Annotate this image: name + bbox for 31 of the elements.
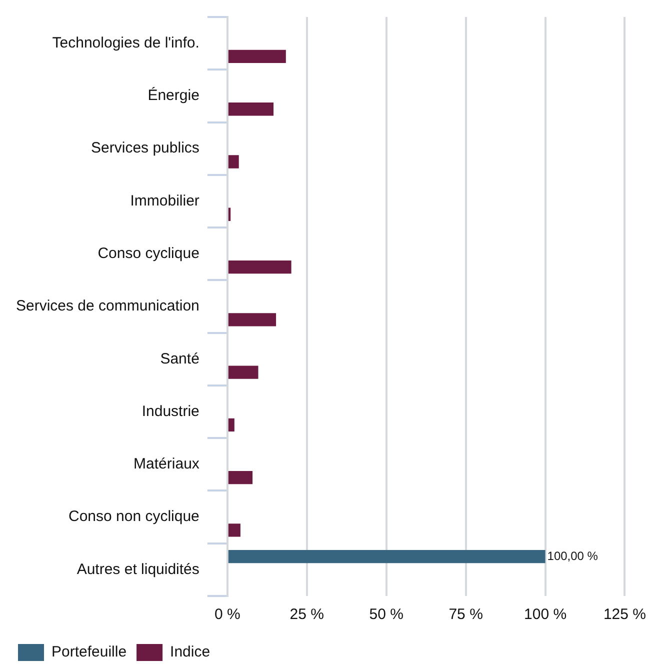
bar: [228, 155, 239, 168]
data-label: 100,00 %: [547, 548, 598, 563]
bar: [228, 366, 258, 379]
x-tick-label: 50 %: [369, 606, 404, 624]
y-tick-label: Autres et liquidités: [76, 560, 200, 578]
x-tick-label: 25 %: [290, 606, 324, 624]
x-tick-label: 125 %: [603, 606, 646, 624]
bar: [228, 50, 286, 64]
y-tick-label: Services de communication: [16, 298, 200, 315]
bar: [228, 313, 276, 326]
x-tick-label: 0 %: [214, 606, 240, 624]
legend-label: Portefeuille: [52, 644, 127, 661]
x-tick-label: 75 %: [448, 606, 483, 624]
y-tick-label: Industrie: [142, 402, 200, 420]
y-tick-label: Santé: [160, 350, 200, 368]
y-tick-label: Conso cyclique: [98, 245, 200, 262]
bar: [228, 550, 546, 564]
bar: [228, 418, 234, 432]
bar: [228, 208, 231, 221]
y-tick-label: Énergie: [148, 86, 200, 104]
y-tick-label: Conso non cyclique: [68, 508, 200, 526]
y-tick-label: Services publics: [91, 140, 200, 157]
bar: [228, 260, 292, 274]
bar: [228, 102, 274, 116]
y-tick-label: Technologies de l'info.: [52, 34, 200, 52]
legend-label: Indice: [170, 644, 210, 661]
y-tick-label: Immobilier: [130, 192, 200, 210]
y-tick-label: Matériaux: [134, 456, 200, 473]
x-tick-label: 100 %: [524, 606, 567, 624]
bar: [228, 524, 240, 537]
bar: [228, 470, 253, 484]
